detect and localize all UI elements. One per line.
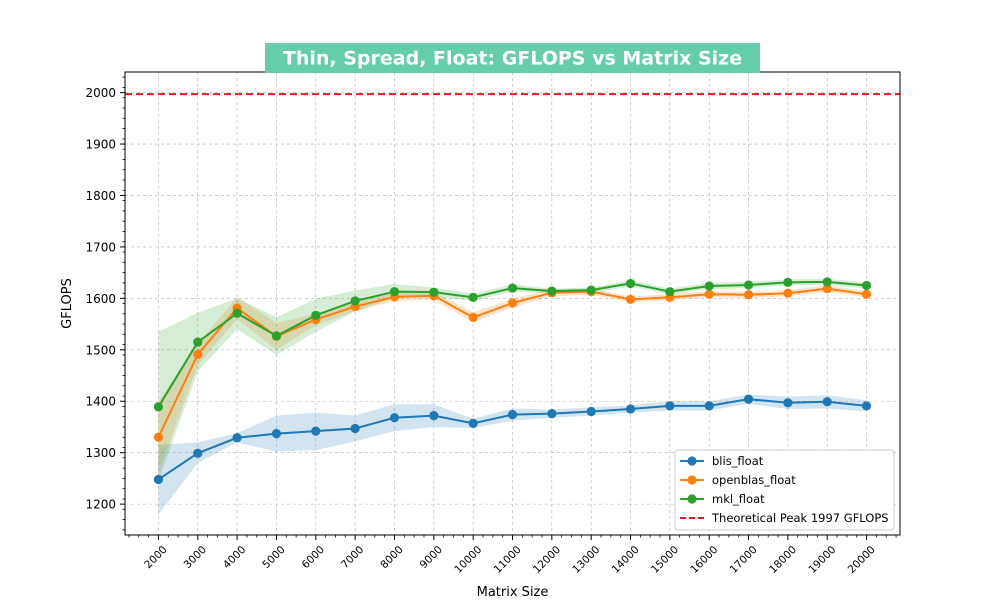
y-tick-label: 1900 (85, 138, 116, 152)
mkl_float-point (193, 337, 203, 347)
y-tick-label: 2000 (85, 86, 116, 100)
blis_float-point (232, 433, 242, 443)
legend-swatch-marker (687, 456, 697, 466)
y-axis-label: GFLOPS (60, 278, 75, 329)
blis_float-point (311, 426, 321, 436)
blis_float-point (547, 408, 557, 419)
openblas_float-point (822, 283, 832, 294)
mkl_float-point (389, 287, 400, 297)
blis_float-point (389, 413, 400, 423)
legend-label: blis_float (712, 454, 764, 468)
legend-box (674, 449, 895, 531)
mkl_float-point (311, 310, 321, 320)
y-axis-ticks: 1200 1300 1400 1500 1600 1700 1800 1900 2000 (85, 76, 125, 531)
mkl_float-point (586, 285, 596, 295)
legend-swatch-marker (687, 475, 697, 485)
mkl_float-point (232, 308, 242, 318)
y-tick-label: 1700 (85, 240, 116, 254)
y-tick-label: 1800 (85, 189, 116, 203)
chart-title: Thin, Spread, Float: GFLOPS vs Matrix Si… (265, 43, 760, 73)
blis_float-point (743, 394, 754, 404)
blis_float-point (507, 410, 518, 420)
confidence-bands (158, 278, 867, 515)
y-tick-label: 1600 (85, 292, 116, 306)
legend-swatch-marker (687, 494, 697, 504)
blis_float-point (861, 401, 872, 411)
chart-title-text: Thin, Spread, Float: GFLOPS vs Matrix Si… (283, 48, 742, 70)
blis_float-point (271, 429, 282, 439)
openblas_float-point (507, 298, 518, 308)
openblas_float-point (704, 289, 714, 299)
y-tick-label: 1200 (85, 498, 116, 512)
openblas_float-point (468, 312, 478, 322)
series-markers (153, 277, 872, 485)
blis_float-point (586, 406, 596, 417)
mkl_float-point (350, 296, 360, 306)
blis_float-point (783, 398, 793, 408)
openblas_float-point (861, 289, 872, 299)
y-tick-label: 1400 (85, 395, 116, 409)
mkl_float-point (743, 280, 754, 290)
mkl_float-point (625, 278, 636, 289)
blis_float-point (704, 401, 714, 411)
blis_float-point (193, 448, 203, 458)
mkl_float-point (665, 287, 675, 297)
mkl_float-point (468, 292, 478, 302)
blis_float-point (665, 401, 675, 411)
openblas_float-point (783, 288, 793, 298)
y-tick-label: 1500 (85, 343, 116, 357)
blis_float-point (822, 397, 832, 407)
blis_float-point (350, 423, 360, 434)
y-tick-label: 1300 (85, 446, 116, 460)
legend-label: openblas_float (712, 473, 796, 487)
blis_float-band (158, 394, 867, 515)
openblas_float-point (153, 432, 164, 442)
mkl_float-point (783, 277, 793, 288)
openblas_float-point (743, 290, 754, 300)
legend-label: Theoretical Peak 1997 GFLOPS (711, 511, 889, 525)
openblas_float-point (193, 349, 203, 360)
mkl_float-point (861, 280, 872, 291)
mkl_float-point (704, 281, 714, 291)
openblas_float-point (625, 294, 636, 304)
legend-label: mkl_float (712, 492, 765, 506)
mkl_float-point (429, 287, 439, 297)
x-axis-label: Matrix Size (477, 585, 549, 600)
blis_float-point (625, 404, 636, 414)
legend: blis_float openblas_float mkl_float Theoret… (674, 449, 895, 531)
mkl_float-point (271, 331, 282, 341)
mkl_float-point (153, 402, 164, 412)
chart-title-background (265, 43, 760, 73)
mkl_float-point (822, 277, 832, 287)
blis_float-point (468, 418, 478, 428)
blis_float-point (153, 474, 164, 485)
mkl_float-point (507, 283, 518, 293)
blis_float-point (429, 411, 439, 421)
mkl_float-point (547, 286, 557, 296)
